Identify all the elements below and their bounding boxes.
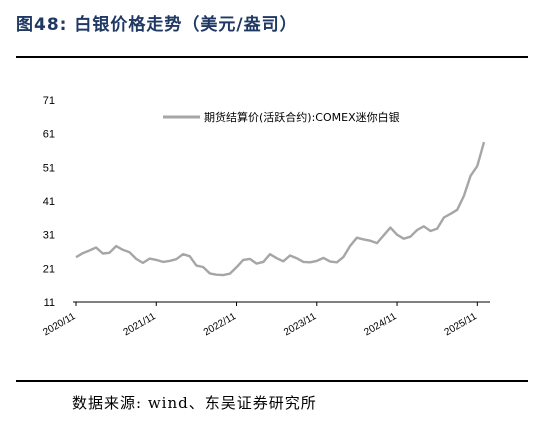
bottom-divider bbox=[16, 380, 528, 382]
x-tick-label: 2020/11 bbox=[41, 311, 78, 338]
x-tick-label: 2025/11 bbox=[443, 311, 480, 338]
y-tick-label: 51 bbox=[43, 162, 55, 174]
x-tick-label: 2024/11 bbox=[362, 311, 399, 338]
top-divider bbox=[16, 56, 528, 58]
y-tick-label: 41 bbox=[43, 196, 55, 208]
figure-title: 图48: 白银价格走势（美元/盎司） bbox=[16, 15, 298, 35]
y-tick-label: 71 bbox=[43, 95, 55, 107]
x-tick-label: 2021/11 bbox=[122, 311, 159, 338]
data-source: 数据来源: wind、东吴证券研究所 bbox=[72, 394, 317, 412]
y-tick-label: 11 bbox=[44, 297, 55, 309]
silver-price-line bbox=[75, 141, 486, 277]
y-tick-label: 21 bbox=[43, 263, 55, 275]
y-tick-label: 31 bbox=[43, 230, 55, 242]
chart-legend: 期货结算价(活跃合约):COMEX迷你白银 bbox=[163, 110, 400, 124]
y-tick-label: 61 bbox=[43, 129, 55, 141]
x-tick-label: 2022/11 bbox=[202, 311, 239, 338]
legend-label: 期货结算价(活跃合约):COMEX迷你白银 bbox=[204, 110, 400, 124]
x-tick-label: 2023/11 bbox=[282, 311, 319, 338]
silver-price-chart: 11 21 31 41 51 61 71 2020/11 2021/11 2022/11 2023… bbox=[41, 95, 490, 338]
